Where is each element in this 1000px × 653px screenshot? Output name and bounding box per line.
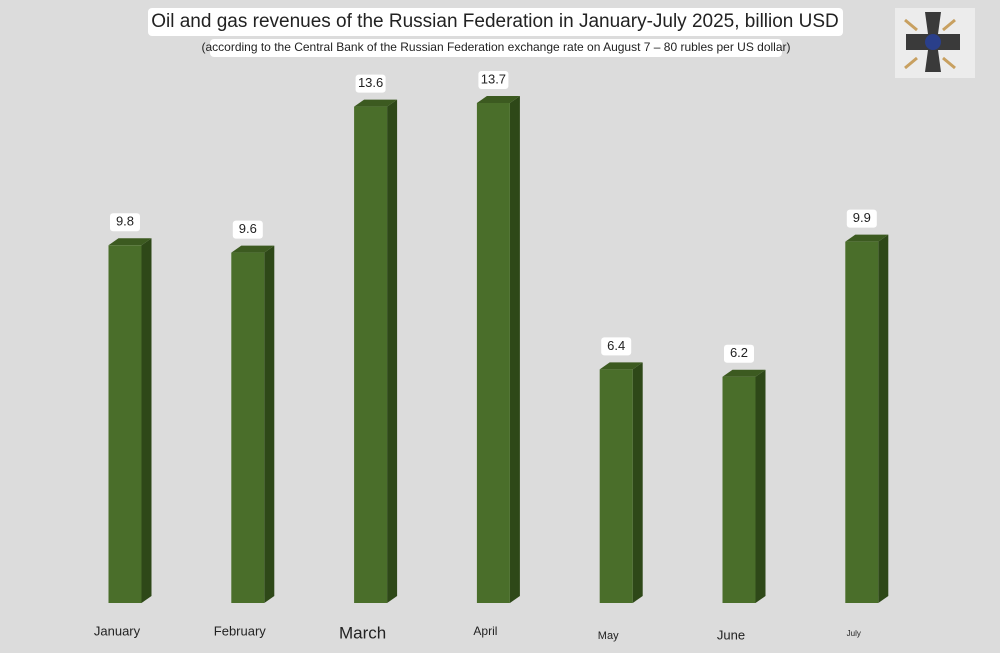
bar: [599, 369, 633, 603]
value-label: 9.8: [116, 214, 134, 229]
bar-side: [141, 238, 152, 604]
logo: [895, 8, 975, 78]
bar-top: [845, 234, 889, 242]
value-label: 6.2: [730, 345, 748, 360]
value-label-box: [724, 344, 754, 363]
bar-side: [755, 369, 766, 603]
bar-top: [354, 99, 398, 107]
value-label-box: [355, 74, 386, 93]
chart-subtitle: (according to the Central Bank of the Ru…: [201, 40, 790, 54]
bar-side: [264, 245, 275, 603]
x-tick-label: February: [214, 623, 267, 638]
bar-side: [509, 95, 520, 603]
value-label-box: [232, 220, 263, 239]
value-label: 13.6: [358, 75, 383, 90]
x-tick-label: June: [717, 627, 745, 642]
bar: [476, 102, 510, 603]
value-label: 6.4: [607, 338, 625, 353]
bar-top: [231, 245, 275, 253]
bar-side: [387, 99, 398, 603]
subtitle-box: [210, 39, 782, 57]
bar: [231, 252, 265, 603]
bar-top: [599, 362, 643, 370]
value-label-box: [846, 209, 877, 228]
chart-title: Oil and gas revenues of the Russian Fede…: [151, 11, 839, 32]
value-label: 13.7: [481, 71, 506, 86]
x-tick-label: March: [339, 623, 386, 642]
x-tick-label: July: [847, 629, 861, 638]
bar-side: [632, 362, 643, 603]
bar: [722, 376, 756, 603]
title-box: [148, 8, 843, 36]
bar: [354, 106, 388, 603]
bar-top: [722, 369, 766, 377]
x-tick-label: January: [94, 623, 141, 638]
bar-top: [108, 238, 152, 246]
value-label: 9.9: [853, 210, 871, 225]
bar-top: [476, 95, 520, 103]
x-tick-label: April: [473, 624, 497, 638]
value-label-box: [110, 213, 140, 232]
x-tick-label: May: [598, 630, 619, 642]
value-label-box: [601, 337, 632, 356]
value-label-box: [478, 70, 509, 89]
value-label: 9.6: [239, 221, 257, 236]
bar-side: [878, 234, 889, 603]
bar: [845, 241, 879, 603]
bar: [108, 245, 142, 604]
